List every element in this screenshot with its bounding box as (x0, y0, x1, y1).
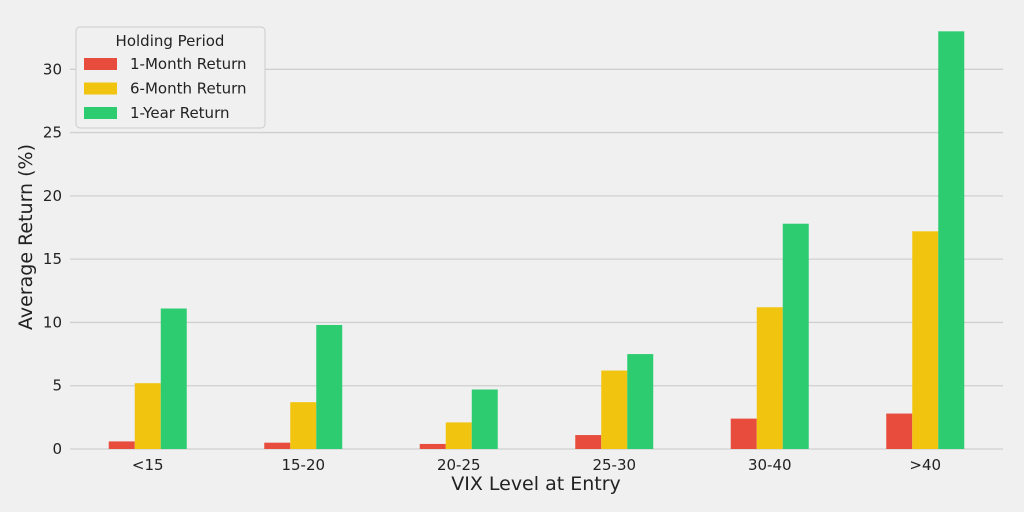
bar (756, 307, 783, 449)
bars (108, 31, 965, 449)
y-tick-label: 0 (52, 440, 62, 458)
x-tick-label: 15-20 (281, 456, 325, 474)
x-axis-title: VIX Level at Entry (451, 473, 621, 495)
y-axis-title: Average Return (%) (15, 144, 37, 330)
y-tick-label: 20 (43, 187, 62, 205)
y-tick-label: 5 (52, 377, 62, 395)
bar (316, 324, 343, 449)
bar (912, 231, 939, 449)
bar (108, 441, 135, 449)
bar (627, 354, 654, 449)
bar (938, 31, 965, 449)
bar (730, 418, 757, 449)
legend-swatch (84, 82, 117, 95)
legend-swatch (84, 58, 117, 70)
legend-label: 6-Month Return (130, 80, 247, 98)
x-tick-labels: <15 15-20 20-25 25-30 30-40 >40 (132, 456, 941, 474)
legend-label: 1-Month Return (130, 55, 247, 73)
x-tick-label: 30-40 (748, 456, 792, 474)
bar (134, 383, 161, 449)
bar (601, 370, 628, 449)
bar (471, 389, 498, 449)
legend-swatch (84, 107, 117, 119)
bar (575, 435, 602, 449)
bar (160, 308, 187, 449)
y-tick-label: 15 (43, 250, 62, 268)
bar (419, 443, 446, 449)
legend-title: Holding Period (116, 32, 225, 50)
bar (782, 223, 809, 449)
y-tick-label: 30 (43, 60, 62, 78)
legend-entries: 1-Month Return 6-Month Return 1-Year Retur… (84, 55, 247, 122)
legend-box (75, 26, 266, 129)
x-tick-label: 25-30 (592, 456, 636, 474)
legend: Holding Period 1-Month Return 6-Month Ret… (75, 26, 266, 129)
y-tick-labels: 0 5 10 15 20 25 30 (43, 60, 62, 458)
x-tick-label: >40 (909, 456, 941, 474)
grid-lines (70, 68, 1003, 450)
y-tick-label: 25 (43, 124, 62, 142)
bar (290, 402, 317, 449)
y-tick-label: 10 (43, 313, 62, 331)
x-tick-label: <15 (132, 456, 164, 474)
bar (886, 413, 913, 449)
legend-label: 1-Year Return (130, 104, 229, 122)
bar (445, 422, 472, 449)
x-tick-label: 20-25 (437, 456, 481, 474)
bar (264, 442, 291, 449)
